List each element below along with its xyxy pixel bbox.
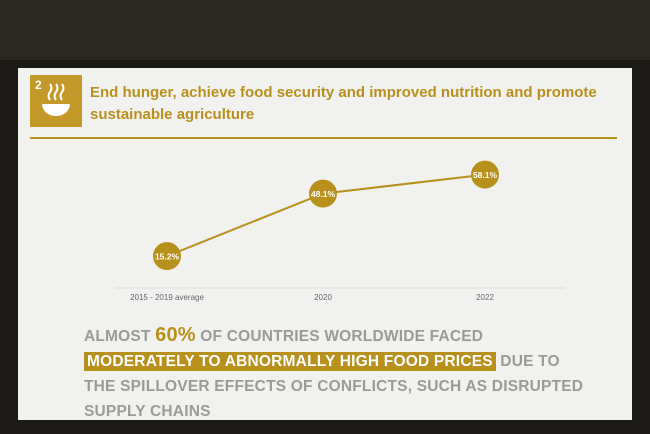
statement-text: OF COUNTRIES WORLDWIDE FACED xyxy=(195,328,484,345)
goal-title: End hunger, achieve food security and im… xyxy=(90,84,597,123)
x-tick-label: 2022 xyxy=(476,293,494,302)
title-box: End hunger, achieve food security and im… xyxy=(90,84,597,123)
value-label: 58.1% xyxy=(473,170,498,180)
statement-text: ALMOST xyxy=(84,328,156,345)
value-label: 15.2% xyxy=(155,251,180,261)
point xyxy=(153,242,181,271)
steam-icon xyxy=(47,83,65,101)
bowl-icon xyxy=(42,104,70,116)
statement: ALMOST 60% OF COUNTRIES WORLDWIDE FACED … xyxy=(84,323,584,424)
point xyxy=(471,160,499,189)
wall xyxy=(0,0,650,60)
value-label: 48.1% xyxy=(311,189,336,199)
statement-text: DUE TO THE SPILLOVER EFFECTS OF CONFLICT… xyxy=(84,353,584,420)
goal-number: 2 xyxy=(35,78,42,92)
statement-emphasis: 60% xyxy=(155,324,196,346)
statement-highlight: MODERATELY TO ABNORMALLY HIGH FOOD PRICE… xyxy=(84,352,496,371)
x-tick-label: 2015 - 2019 average xyxy=(130,293,204,302)
x-tick-label: 2020 xyxy=(314,293,332,302)
point xyxy=(309,179,337,208)
goal-icon xyxy=(30,75,82,127)
